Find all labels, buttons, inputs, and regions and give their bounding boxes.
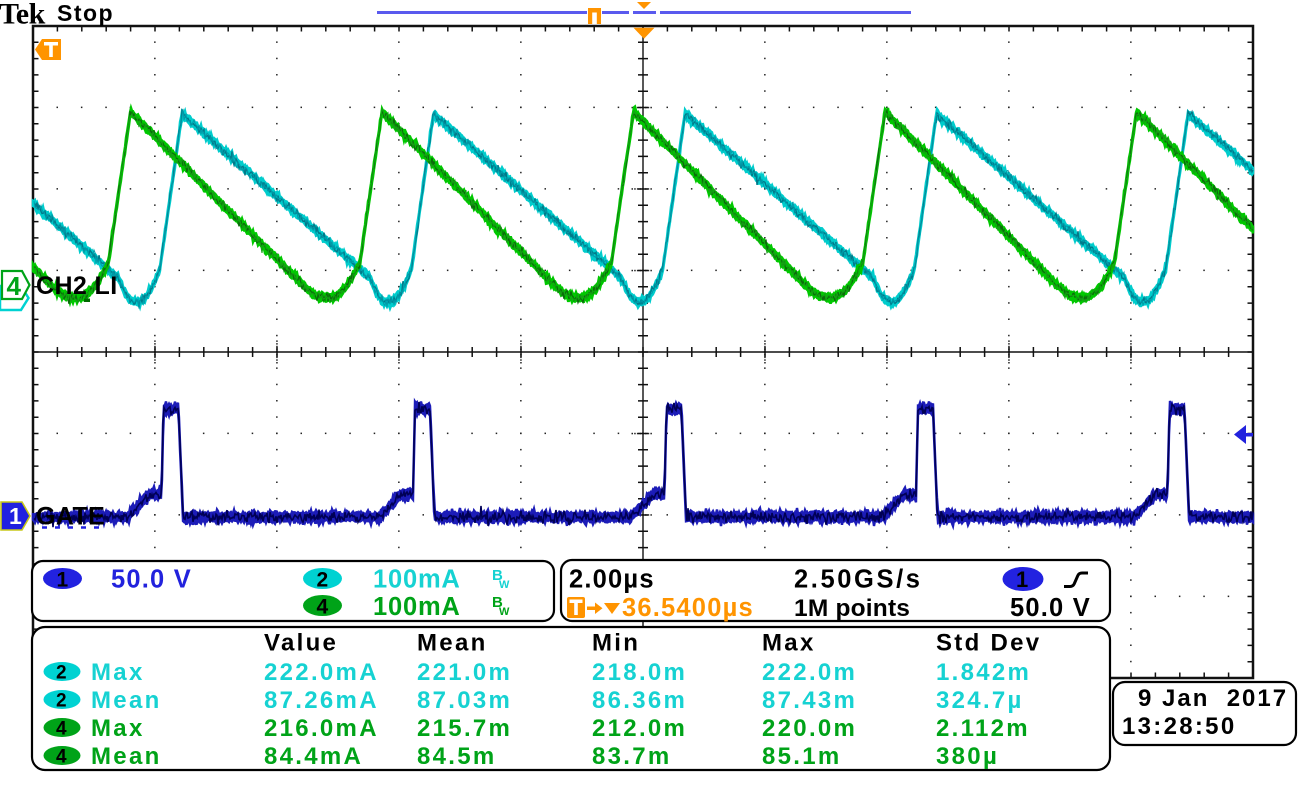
svg-text:2.50GS/s: 2.50GS/s [794, 566, 923, 594]
svg-text:1.842m: 1.842m [936, 659, 1031, 686]
svg-text:218.0m: 218.0m [592, 659, 687, 686]
svg-text:W: W [499, 579, 510, 591]
svg-text:1: 1 [57, 569, 69, 592]
svg-text:4: 4 [56, 747, 67, 768]
svg-text:4: 4 [317, 596, 329, 619]
svg-text:87.43m: 87.43m [762, 687, 857, 714]
svg-text:50.0 V: 50.0 V [111, 566, 192, 594]
svg-text:84.4mA: 84.4mA [264, 743, 363, 770]
svg-text:4: 4 [56, 719, 67, 740]
svg-text:9 Jan 2017: 9 Jan 2017 [1138, 685, 1288, 712]
svg-text:B: B [492, 594, 503, 611]
svg-text:222.0m: 222.0m [762, 659, 857, 686]
svg-text:212.0m: 212.0m [592, 715, 687, 742]
svg-text:Std Dev: Std Dev [936, 630, 1041, 657]
svg-text:B: B [492, 567, 503, 584]
svg-text:Stop: Stop [57, 0, 114, 26]
svg-text:87.03m: 87.03m [417, 687, 512, 714]
svg-text:2: 2 [56, 691, 67, 712]
svg-text:Value: Value [264, 630, 338, 657]
svg-text:Mean: Mean [91, 743, 162, 770]
svg-text:W: W [499, 606, 510, 618]
svg-text:222.0mA: 222.0mA [264, 659, 379, 686]
svg-text:86.36m: 86.36m [592, 687, 687, 714]
svg-text:1: 1 [1016, 567, 1028, 592]
svg-text:Min: Min [592, 630, 640, 657]
svg-text:100mA: 100mA [373, 593, 461, 621]
svg-text:2: 2 [56, 663, 67, 684]
svg-text:215.7m: 215.7m [417, 715, 512, 742]
svg-text:2.112m: 2.112m [936, 715, 1030, 742]
svg-text:Tek: Tek [0, 0, 46, 31]
svg-text:GATE: GATE [36, 503, 105, 531]
svg-text:50.0 V: 50.0 V [1010, 594, 1091, 622]
svg-text:100mA: 100mA [373, 566, 461, 594]
svg-text:216.0mA: 216.0mA [264, 715, 379, 742]
svg-text:Max: Max [91, 659, 145, 686]
svg-text:Max: Max [91, 715, 145, 742]
svg-text:84.5m: 84.5m [417, 743, 497, 770]
svg-text:Max: Max [762, 630, 816, 657]
svg-text:Mean: Mean [91, 687, 162, 714]
svg-text:36.5400µs: 36.5400µs [622, 594, 754, 622]
svg-text:221.0m: 221.0m [417, 659, 512, 686]
svg-text:13:28:50: 13:28:50 [1122, 713, 1236, 740]
svg-text:85.1m: 85.1m [762, 743, 842, 770]
svg-text:1: 1 [9, 503, 22, 529]
svg-text:CH2 LI: CH2 LI [36, 272, 118, 300]
svg-text:324.7µ: 324.7µ [936, 687, 1024, 714]
svg-text:2.00µs: 2.00µs [569, 566, 655, 594]
svg-text:Mean: Mean [417, 630, 488, 657]
svg-text:2: 2 [317, 569, 329, 592]
svg-text:380µ: 380µ [936, 743, 999, 770]
svg-text:87.26mA: 87.26mA [264, 687, 379, 714]
svg-text:83.7m: 83.7m [592, 743, 672, 770]
svg-text:220.0m: 220.0m [762, 715, 857, 742]
svg-text:1M points: 1M points [794, 595, 910, 622]
svg-text:4: 4 [7, 271, 22, 301]
